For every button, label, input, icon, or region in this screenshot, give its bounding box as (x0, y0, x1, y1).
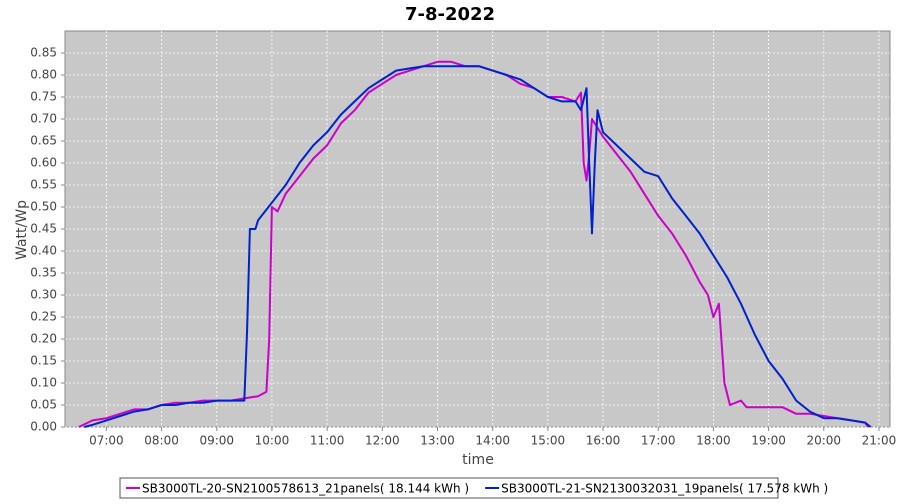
legend-label: SB3000TL-21-SN2130032031_19panels( 17.57… (501, 482, 828, 496)
y-tick-label: 0.45 (30, 222, 57, 236)
x-tick-label: 20:00 (806, 434, 841, 448)
x-tick-label: 15:00 (531, 434, 566, 448)
x-tick-label: 12:00 (365, 434, 400, 448)
y-tick-label: 0.50 (30, 200, 57, 214)
series-line (78, 60, 869, 428)
x-tick-label: 11:00 (310, 434, 345, 448)
x-tick-label: 17:00 (641, 434, 676, 448)
y-tick-label: 0.10 (30, 376, 57, 390)
x-tick-label: 09:00 (199, 434, 234, 448)
y-tick-label: 0.70 (30, 112, 57, 126)
y-tick-label: 0.75 (30, 90, 57, 104)
x-tick-label: 14:00 (475, 434, 510, 448)
chart-title: 7-8-2022 (405, 4, 495, 25)
y-tick-label: 0.60 (30, 156, 57, 170)
x-tick-label: 10:00 (255, 434, 290, 448)
y-tick-label: 0.25 (30, 310, 57, 324)
y-tick-label: 0.85 (30, 46, 57, 60)
y-tick-label: 0.80 (30, 68, 57, 82)
y-tick-label: 0.65 (30, 134, 57, 148)
y-tick-label: 0.55 (30, 178, 57, 192)
series-line (84, 65, 872, 428)
x-tick-label: 18:00 (696, 434, 731, 448)
legend-box (119, 477, 779, 499)
y-axis-label: Watt/Wp (14, 200, 30, 260)
y-tick-label: 0.15 (30, 354, 57, 368)
x-tick-label: 19:00 (751, 434, 786, 448)
y-tick-label: 0.35 (30, 266, 57, 280)
y-tick-label: 0.40 (30, 244, 57, 258)
x-tick-label: 07:00 (89, 434, 124, 448)
legend-label: SB3000TL-20-SN2100578613_21panels( 18.14… (142, 482, 469, 496)
y-tick-label: 0.20 (30, 332, 57, 346)
x-tick-label: 13:00 (420, 434, 455, 448)
x-tick-label: 08:00 (144, 434, 179, 448)
y-tick-label: 0.30 (30, 288, 57, 302)
x-axis-label: time (462, 452, 494, 468)
x-tick-label: 21:00 (862, 434, 897, 448)
x-tick-label: 16:00 (586, 434, 621, 448)
y-tick-label: 0.00 (30, 420, 57, 434)
y-tick-label: 0.05 (30, 398, 57, 412)
